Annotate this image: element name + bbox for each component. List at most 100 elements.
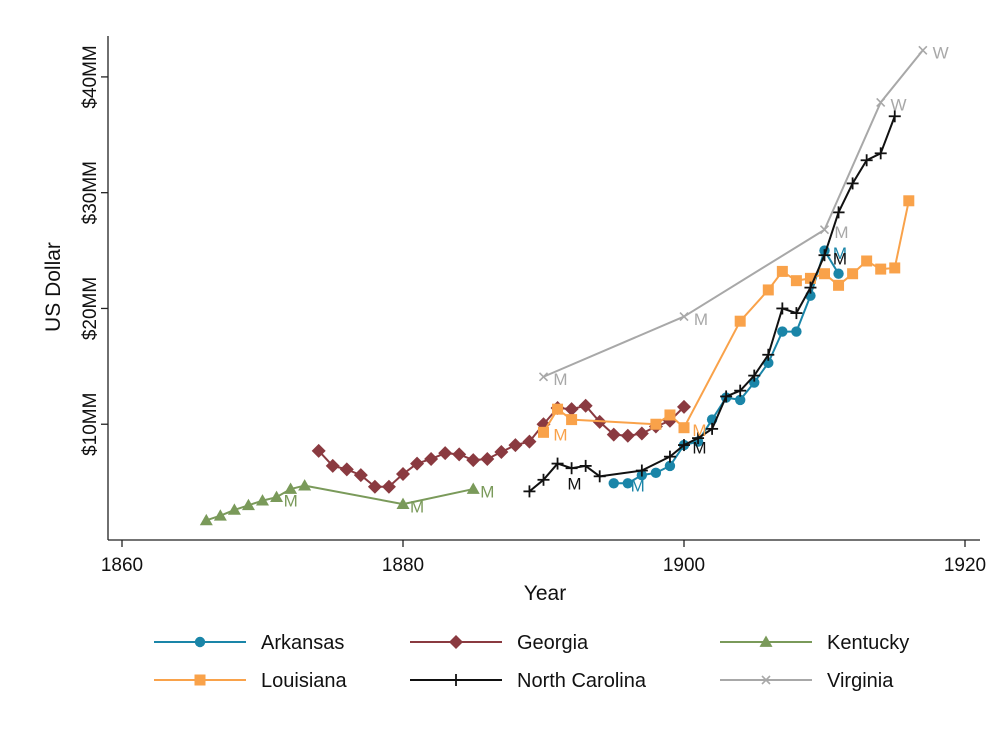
marker-stroke (538, 372, 549, 382)
data-point-kentucky (256, 494, 269, 506)
data-point-georgia (480, 451, 495, 466)
data-point-virginia (918, 45, 928, 55)
data-point-georgia (438, 446, 453, 461)
data-point-georgia (325, 458, 340, 473)
data-point-louisiana (875, 263, 887, 275)
data-point-kentucky (199, 513, 213, 526)
marker-stroke (761, 675, 771, 685)
data-point-virginia (819, 225, 830, 235)
x-tick-label: 1920 (944, 555, 986, 576)
data-point-north-carolina (635, 464, 648, 477)
marker-stroke (918, 45, 928, 55)
data-point-north-carolina (523, 485, 536, 498)
legend-item-louisiana: Louisiana (154, 670, 348, 692)
annotation-label: M (480, 482, 494, 501)
data-point-louisiana (734, 315, 746, 327)
data-point-north-carolina (706, 422, 719, 435)
data-point-louisiana (538, 426, 549, 438)
data-point-north-carolina (551, 457, 564, 470)
data-point-north-carolina (678, 439, 690, 452)
data-point-kentucky (298, 479, 312, 491)
data-point-kentucky (396, 497, 410, 509)
y-tick-label: $10MM (80, 393, 101, 456)
data-point-louisiana (861, 255, 873, 267)
data-point-north-carolina (888, 110, 901, 123)
data-point-louisiana (552, 403, 564, 415)
annotation-label: M (410, 497, 424, 516)
legend-marker (194, 674, 206, 686)
legend-label: Virginia (827, 670, 894, 692)
data-point-georgia (620, 428, 635, 443)
annotation-label: M (692, 438, 706, 457)
data-point-louisiana (819, 268, 830, 280)
y-axis-label: US Dollar (42, 242, 65, 332)
series-line-arkansas (613, 249, 840, 485)
legend-marker (759, 635, 773, 647)
data-point-louisiana (889, 262, 901, 274)
data-point-louisiana (664, 409, 676, 421)
annotation-label: M (692, 421, 706, 440)
series-virginia (538, 45, 928, 382)
series-georgia (311, 398, 691, 494)
data-point-georgia (508, 438, 523, 453)
data-point-louisiana (804, 272, 816, 284)
data-point-louisiana (762, 284, 774, 296)
data-point-georgia (606, 427, 621, 442)
data-point-north-carolina (720, 390, 733, 403)
data-point-georgia (381, 479, 396, 494)
data-point-kentucky (227, 503, 241, 515)
series-north-carolina (523, 110, 901, 498)
series-line-north-carolina (528, 115, 896, 493)
data-point-kentucky (466, 482, 480, 494)
x-tick-label: 1860 (101, 555, 143, 576)
data-point-georgia (564, 402, 579, 417)
series-layer (199, 45, 928, 526)
legend-item-kentucky: Kentucky (720, 632, 909, 654)
series-line-kentucky (205, 484, 474, 522)
annotation-label: M (833, 244, 847, 263)
data-point-arkansas (777, 326, 788, 337)
data-point-georgia (367, 479, 382, 494)
data-point-north-carolina (846, 177, 859, 190)
data-point-north-carolina (818, 249, 831, 262)
x-axis-label: Year (524, 582, 566, 605)
data-point-north-carolina (804, 281, 817, 294)
annotation-label: M (553, 370, 567, 389)
annotation-label: W (891, 96, 907, 115)
data-point-arkansas (664, 460, 676, 472)
data-point-north-carolina (663, 450, 676, 463)
data-point-louisiana (678, 422, 690, 434)
annotation-label: W (933, 44, 949, 63)
series-line-virginia (543, 49, 924, 378)
data-point-arkansas (833, 268, 844, 279)
data-point-kentucky (284, 482, 298, 494)
data-point-north-carolina (860, 154, 873, 167)
legend-item-virginia: Virginia (720, 670, 894, 692)
annotation-label: M (553, 426, 567, 445)
data-point-north-carolina (874, 147, 887, 160)
data-point-louisiana (650, 418, 662, 430)
data-point-arkansas (735, 394, 746, 406)
data-point-louisiana (776, 265, 788, 277)
data-point-arkansas (791, 326, 802, 337)
data-point-georgia (339, 462, 354, 477)
legend-label: Kentucky (827, 632, 909, 654)
data-point-arkansas (608, 478, 619, 489)
annotation-label: M (833, 250, 847, 269)
legend-item-north-carolina: North Carolina (410, 670, 647, 692)
data-point-north-carolina (776, 302, 789, 315)
data-point-georgia (494, 445, 509, 460)
data-point-georgia (578, 398, 593, 413)
data-point-georgia (424, 451, 439, 466)
data-point-georgia (452, 447, 467, 462)
y-tick-label: $30MM (80, 161, 101, 224)
data-point-north-carolina (832, 206, 845, 219)
marker-stroke (819, 225, 830, 235)
annotation-label: M (834, 223, 848, 242)
data-point-north-carolina (537, 473, 550, 486)
series-louisiana (538, 195, 915, 438)
data-point-arkansas (749, 377, 760, 388)
